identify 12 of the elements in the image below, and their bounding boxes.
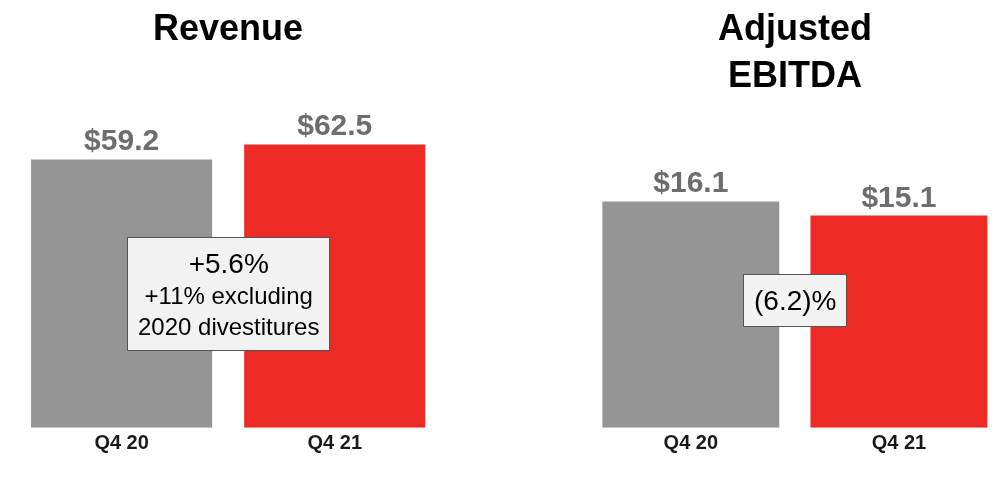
data-label: $15.1 bbox=[861, 179, 937, 213]
data-label: $59.2 bbox=[84, 123, 160, 157]
chart-title: Adjusted EBITDA bbox=[718, 7, 873, 95]
x-tick-label: Q4 21 bbox=[307, 430, 362, 453]
chart-title: Revenue bbox=[153, 7, 304, 48]
x-tick-label: Q4 20 bbox=[663, 430, 719, 453]
data-label: $16.1 bbox=[653, 165, 729, 199]
x-tick-label: Q4 20 bbox=[94, 430, 149, 453]
x-tick-label: Q4 21 bbox=[871, 430, 927, 453]
data-label: $62.5 bbox=[297, 108, 373, 142]
annotation: +5.6% +11% excluding 2020 divestitures bbox=[138, 248, 320, 341]
annotation: (6.2)% bbox=[754, 285, 837, 316]
